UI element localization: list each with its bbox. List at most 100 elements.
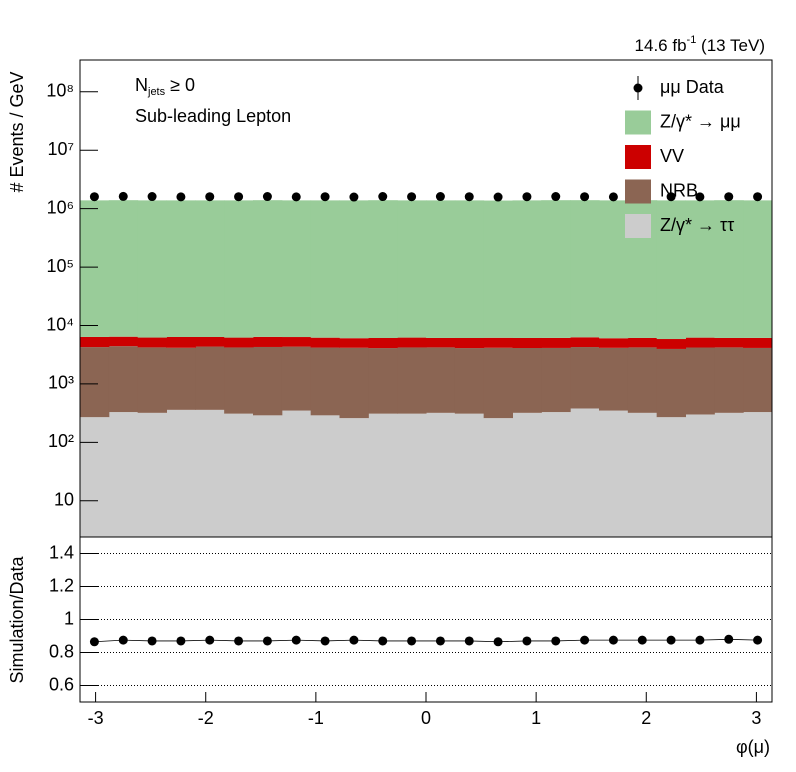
ratio-point [551,636,561,646]
data-point [551,192,561,202]
data-point [695,192,705,202]
data-point [205,192,215,202]
ratio-point [234,636,244,646]
data-point [464,192,474,202]
ratio-point [89,637,99,647]
histogram-bar [368,348,398,414]
histogram-bar [253,200,283,337]
histogram-bar [426,200,456,338]
histogram-bar [685,414,715,537]
histogram-bar [137,347,167,413]
histogram-bar [310,200,340,338]
histogram-bar [570,408,600,537]
data-point [89,192,99,202]
ratio-point [147,636,157,646]
histogram-bar [743,337,773,348]
x-tick-label: -3 [88,708,104,728]
y-tick-label: 0.8 [49,641,74,661]
histogram-bar [627,412,658,537]
histogram-bar [570,347,600,409]
histogram-bar [426,337,456,348]
ratio-point [608,635,618,645]
histogram-bar [512,337,542,349]
histogram-bar [454,348,485,414]
histogram-bar [195,409,225,537]
data-point [753,192,763,202]
ratio-point [580,635,590,645]
histogram-bar [108,346,139,413]
data-point [580,192,590,202]
x-tick-label: 0 [421,708,431,728]
histogram-bar [397,413,427,537]
histogram-bar [281,410,312,537]
histogram-bar [714,347,744,413]
y-tick-label: 10⁸ [46,81,74,101]
histogram-bar [483,200,513,338]
data-point [522,192,532,202]
data-point [320,192,330,202]
x-tick-label: -2 [198,708,214,728]
histogram-bar [656,417,686,537]
ratio-point [349,635,359,645]
y-tick-label: 0.6 [49,674,74,694]
histogram-bar [743,412,773,537]
histogram-bar [166,336,196,348]
y-tick-label: 10⁴ [46,314,74,334]
legend-marker [633,83,643,93]
ratio-point [695,635,705,645]
data-point [349,192,359,202]
data-point [147,192,157,202]
x-tick-label: 2 [641,708,651,728]
histogram-bar [137,412,167,537]
legend-swatch [625,214,651,238]
histogram-bar [627,347,658,413]
histogram-bar [224,413,254,537]
histogram-bar [599,338,629,348]
y-tick-label: 10 [54,490,74,510]
histogram-bar [166,409,196,537]
histogram-bar [281,346,312,411]
histogram-bar [80,336,110,348]
histogram-bar [368,338,398,349]
y-tick-label: 10³ [48,373,74,393]
histogram-bar [368,413,398,537]
annotation-n: N [135,75,148,95]
histogram-bar [397,347,427,414]
histogram-bar [685,347,715,415]
histogram-bar [599,347,629,411]
histogram-bar [108,336,139,347]
histogram-bar [339,200,369,339]
y-tick-label: 1 [64,608,74,628]
histogram-bar [166,200,196,337]
histogram-bar [656,339,686,349]
histogram-bar [743,347,773,413]
histogram-bar [743,200,773,338]
y-tick-label: 1.4 [49,542,74,562]
histogram-bar [512,348,542,413]
histogram-bar [310,415,340,537]
data-point [666,192,676,202]
histogram-bar [281,337,312,347]
histogram-bar [339,418,369,537]
ratio-point [724,634,734,644]
histogram-bar [570,200,600,338]
ratio-point [493,637,503,647]
legend-label: VV [660,146,684,166]
histogram-bar [108,412,139,537]
histogram-bar [454,338,485,349]
data-point [493,192,503,202]
ratio-point [637,635,647,645]
annotation-rest: ≥ 0 [165,75,195,95]
legend-label: Z/γ* → ττ [660,215,734,235]
histogram-bar [339,338,369,348]
lumi-energy: (13 TeV) [696,36,765,55]
ratio-line [94,638,758,643]
ratio-point [262,636,272,646]
histogram-bar [137,200,167,338]
y-axis-label: # Events / GeV [7,71,27,192]
y-tick-label: 10⁶ [47,197,74,217]
annotation: Sub-leading Lepton [135,106,291,126]
histogram-bar [368,200,398,339]
histogram-bar [541,412,571,537]
ratio-point [407,636,417,646]
